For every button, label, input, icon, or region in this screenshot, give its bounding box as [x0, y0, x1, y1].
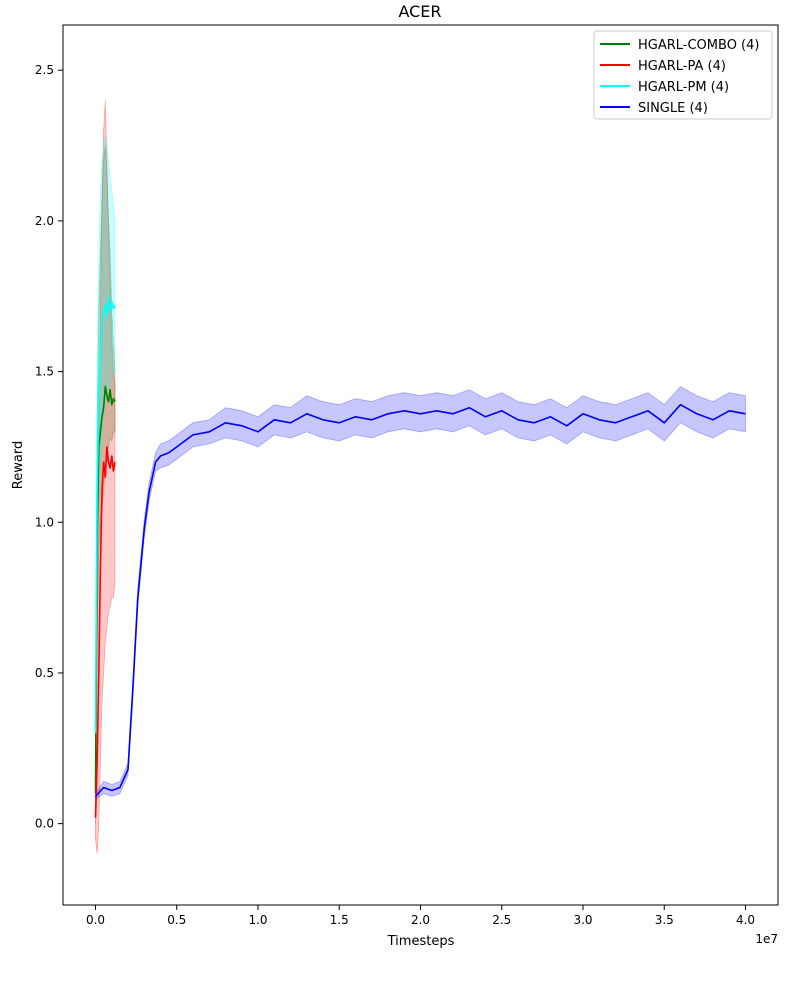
legend-label: HGARL-COMBO (4): [638, 38, 759, 53]
x-tick-label: 0.0: [86, 913, 105, 927]
x-tick-label: 3.0: [573, 913, 592, 927]
series-line-hgarl-pa-4: [94, 446, 116, 818]
x-tick-label: 2.5: [492, 913, 511, 927]
chart-title: ACER: [398, 2, 441, 21]
legend-label: HGARL-PM (4): [638, 80, 729, 95]
legend-label: HGARL-PA (4): [638, 59, 726, 74]
x-axis-label: Timesteps: [387, 934, 455, 949]
confidence-bands: [95, 100, 746, 854]
plot-frame: [62, 24, 779, 906]
y-axis-label: Reward: [11, 441, 26, 489]
x-tick-label: 1.0: [248, 913, 267, 927]
series-line-hgarl-combo-4: [94, 385, 116, 794]
x-tick-label: 0.5: [167, 913, 186, 927]
legend: HGARL-COMBO (4) HGARL-PA (4) HGARL-PM (4) S…: [593, 30, 773, 120]
x-tick-label: 4.0: [736, 913, 755, 927]
x-tick-label: 1.5: [330, 913, 349, 927]
series-line-single-4: [94, 403, 746, 798]
legend-label: SINGLE (4): [638, 101, 708, 116]
series-line-hgarl-pm-4: [94, 295, 116, 734]
y-tick-label: 1.0: [35, 515, 54, 529]
y-tick-label: 0.5: [35, 666, 54, 680]
x-axis-offset-label: 1e7: [755, 932, 778, 946]
x-tick-label: 2.0: [411, 913, 430, 927]
x-axis-ticks: 0.0 0.5 1.0 1.5 2.0 2.5 3.0 3.5 4.0: [86, 905, 755, 927]
y-tick-label: 0.0: [35, 817, 54, 831]
y-tick-label: 1.5: [35, 365, 54, 379]
y-tick-label: 2.0: [35, 214, 54, 228]
y-tick-label: 2.5: [35, 63, 54, 77]
y-axis-ticks: 0.0 0.5 1.0 1.5 2.0 2.5: [35, 63, 63, 831]
x-tick-label: 3.5: [655, 913, 674, 927]
series-lines: [94, 295, 746, 818]
legend-box: [593, 30, 773, 120]
band-single-4: [95, 386, 746, 801]
